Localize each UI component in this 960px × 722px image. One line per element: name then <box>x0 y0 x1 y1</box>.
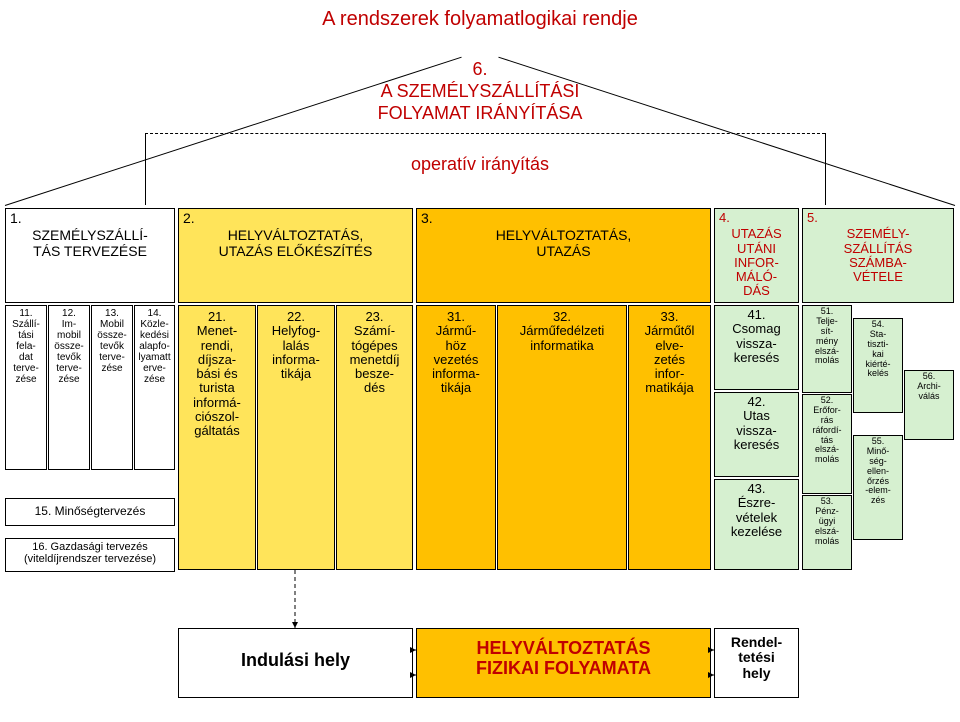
header-line2: FOLYAMAT IRÁNYÍTÁSA <box>0 104 960 124</box>
box-54: 54. Sta- tiszti- kai kiérté- kelés <box>853 318 903 413</box>
box-42: 42. Utas vissza- keresés <box>714 392 799 477</box>
box-33: 33. Járműtől elve- zetés infor- matikája <box>628 305 711 570</box>
page-title: A rendszerek folyamatlogikai rendje <box>0 8 960 30</box>
box-22: 22. Helyfog- lalás informa- tikája <box>257 305 335 570</box>
box-52: 52. Erőfor- rás ráfordí- tás elszá- molá… <box>802 394 852 494</box>
box-21: 21. Menet- rendi, díjsza- bási és turist… <box>178 305 256 570</box>
col5-header: 5. SZEMÉLY- SZÁLLÍTÁS SZÁMBA- VÉTELE <box>802 208 954 303</box>
box-11: 11. Szállí- tási fela- dat terve- zése <box>5 305 47 470</box>
col3-header: 3. HELYVÁLTOZTATÁS, UTAZÁS <box>416 208 711 303</box>
col5-num: 5. <box>803 209 953 227</box>
box-53: 53. Pénz- ügyi elszá- molás <box>802 495 852 570</box>
col2-title: HELYVÁLTOZTATÁS, UTAZÁS ELŐKÉSZÍTÉS <box>179 228 412 259</box>
box-15: 15. Minőségtervezés <box>5 498 175 526</box>
roof-dash <box>145 133 825 134</box>
col2-header: 2. HELYVÁLTOZTATÁS, UTAZÁS ELŐKÉSZÍTÉS <box>178 208 413 303</box>
col3-num: 3. <box>417 209 710 228</box>
col2-num: 2. <box>179 209 412 228</box>
box-12: 12. Im- mobil össze- tevők terve- zése <box>48 305 90 470</box>
box-14: 14. Közle- kedési alapfo- lyamatt erve- … <box>134 305 175 470</box>
col4-header: 4. UTAZÁS UTÁNI INFOR- MÁLÓ- DÁS <box>714 208 799 303</box>
bottom-mid: HELYVÁLTOZTATÁS FIZIKAI FOLYAMATA <box>416 628 711 698</box>
col1-num: 1. <box>6 209 174 228</box>
box-43: 43. Észre- vételek kezelése <box>714 479 799 570</box>
col4-title: UTAZÁS UTÁNI INFOR- MÁLÓ- DÁS <box>715 227 798 298</box>
diagram-canvas: A rendszerek folyamatlogikai rendje 6. A… <box>0 0 960 722</box>
box-41: 41. Csomag vissza- keresés <box>714 305 799 390</box>
box-23: 23. Számí- tógépes menetdíj besze- dés <box>336 305 413 570</box>
col4-num: 4. <box>715 209 798 227</box>
box-13: 13. Mobil össze- tevők terve- zése <box>91 305 133 470</box>
roof-inner-right <box>825 133 826 205</box>
box-31: 31. Jármű- höz vezetés informa- tikája <box>416 305 496 570</box>
bottom-right: Rendel- tetési hely <box>714 628 799 698</box>
header-sub: operatív irányítás <box>0 155 960 175</box>
box-56: 56. Archi- válás <box>904 370 954 440</box>
header-num: 6. <box>0 60 960 80</box>
box-51: 51. Telje- sít- mény elszá- molás <box>802 305 852 393</box>
col3-title: HELYVÁLTOZTATÁS, UTAZÁS <box>417 228 710 259</box>
header-line1: A SZEMÉLYSZÁLLÍTÁSI <box>0 82 960 102</box>
roof-inner-left <box>145 133 146 205</box>
box-16: 16. Gazdasági tervezés (viteldíjrendszer… <box>5 538 175 572</box>
col1-title: SZEMÉLYSZÁLLÍ- TÁS TERVEZÉSE <box>6 228 174 259</box>
col1-header: 1. SZEMÉLYSZÁLLÍ- TÁS TERVEZÉSE <box>5 208 175 303</box>
box-32: 32. Járműfedélzeti informatika <box>497 305 627 570</box>
box-55: 55. Minő- ség- ellen- őrzés -elem- zés <box>853 435 903 540</box>
bottom-left: Indulási hely <box>178 628 413 698</box>
col5-title: SZEMÉLY- SZÁLLÍTÁS SZÁMBA- VÉTELE <box>803 227 953 284</box>
